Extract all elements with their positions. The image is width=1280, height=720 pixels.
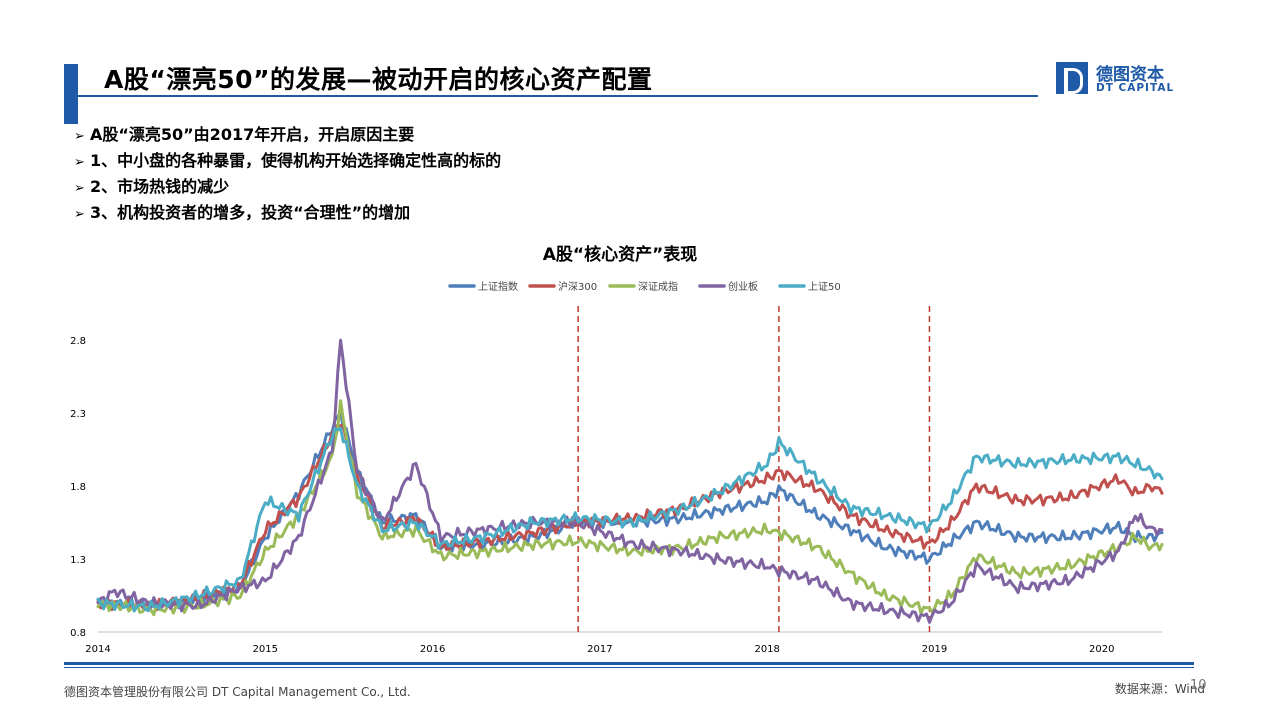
logo-d-icon bbox=[1056, 62, 1088, 94]
legend-label: 上证50 bbox=[808, 281, 841, 293]
legend-label: 上证指数 bbox=[478, 280, 518, 293]
x-tick-label: 2017 bbox=[587, 644, 612, 655]
y-tick-label: 0.8 bbox=[70, 628, 86, 639]
x-tick-label: 2018 bbox=[754, 644, 779, 655]
bullet-text: 1、中小盘的各种暴雷，使得机构开始选择确定性高的标的 bbox=[90, 151, 502, 170]
chart-title: A股“核心资产”表现 bbox=[542, 245, 698, 265]
x-tick-label: 2020 bbox=[1089, 644, 1114, 655]
footer-rule bbox=[64, 662, 1194, 665]
y-tick-label: 1.3 bbox=[70, 555, 86, 566]
bullet-item: ➢ A股“漂亮50”由2017年开启，开启原因主要 bbox=[74, 123, 501, 149]
bullet-list: ➢ A股“漂亮50”由2017年开启，开启原因主要 ➢ 1、中小盘的各种暴雷，使得机… bbox=[74, 123, 501, 227]
legend-label: 深证成指 bbox=[638, 280, 678, 293]
x-tick-label: 2016 bbox=[420, 644, 445, 655]
legend-label: 创业板 bbox=[728, 280, 758, 293]
y-tick-label: 1.8 bbox=[70, 482, 86, 493]
bullet-arrow-icon: ➢ bbox=[74, 155, 85, 170]
logo-text-en: DT CAPITAL bbox=[1096, 82, 1175, 94]
bullet-item: ➢ 1、中小盘的各种暴雷，使得机构开始选择确定性高的标的 bbox=[74, 149, 501, 175]
line-chart: 2.8 2.3 1.8 1.3 0.8 2014 2015 2016 2017 2018 2019 2… bbox=[70, 280, 1164, 655]
page-number: 10 bbox=[1190, 678, 1207, 693]
series-line-3 bbox=[96, 399, 1164, 617]
bullet-text: 2、市场热钱的减少 bbox=[90, 177, 230, 196]
data-source: 数据来源：Wind bbox=[1114, 682, 1205, 696]
bullet-item: ➢ 2、市场热钱的减少 bbox=[74, 175, 501, 201]
bullet-text: A股“漂亮50”由2017年开启，开启原因主要 bbox=[90, 125, 415, 144]
x-tick-label: 2019 bbox=[922, 644, 947, 655]
bullet-arrow-icon: ➢ bbox=[74, 207, 85, 222]
legend-label: 沪深300 bbox=[558, 280, 597, 293]
bullet-text: 3、机构投资者的增多，投资“合理性”的增加 bbox=[90, 203, 411, 222]
bullet-arrow-icon: ➢ bbox=[74, 129, 85, 144]
logo-text-cn: 德图资本 bbox=[1096, 65, 1164, 85]
title-underline bbox=[78, 95, 1038, 97]
y-tick-label: 2.3 bbox=[70, 409, 86, 420]
x-tick-label: 2014 bbox=[85, 644, 110, 655]
title-accent-bar bbox=[64, 64, 78, 124]
series-line-5 bbox=[96, 426, 1164, 613]
bullet-item: ➢ 3、机构投资者的增多，投资“合理性”的增加 bbox=[74, 201, 501, 227]
page-title: A股“漂亮50”的发展—被动开启的核心资产配置 bbox=[104, 65, 653, 94]
y-tick-label: 2.8 bbox=[70, 336, 86, 347]
bullet-arrow-icon: ➢ bbox=[74, 181, 85, 196]
footer-rule-thin bbox=[64, 667, 1194, 668]
series-line-4 bbox=[96, 338, 1164, 624]
footer-company: 德图资本管理股份有限公司 DT Capital Management Co., … bbox=[64, 685, 411, 699]
x-tick-label: 2015 bbox=[253, 644, 278, 655]
company-logo: 德图资本 DT CAPITAL bbox=[1056, 60, 1186, 100]
